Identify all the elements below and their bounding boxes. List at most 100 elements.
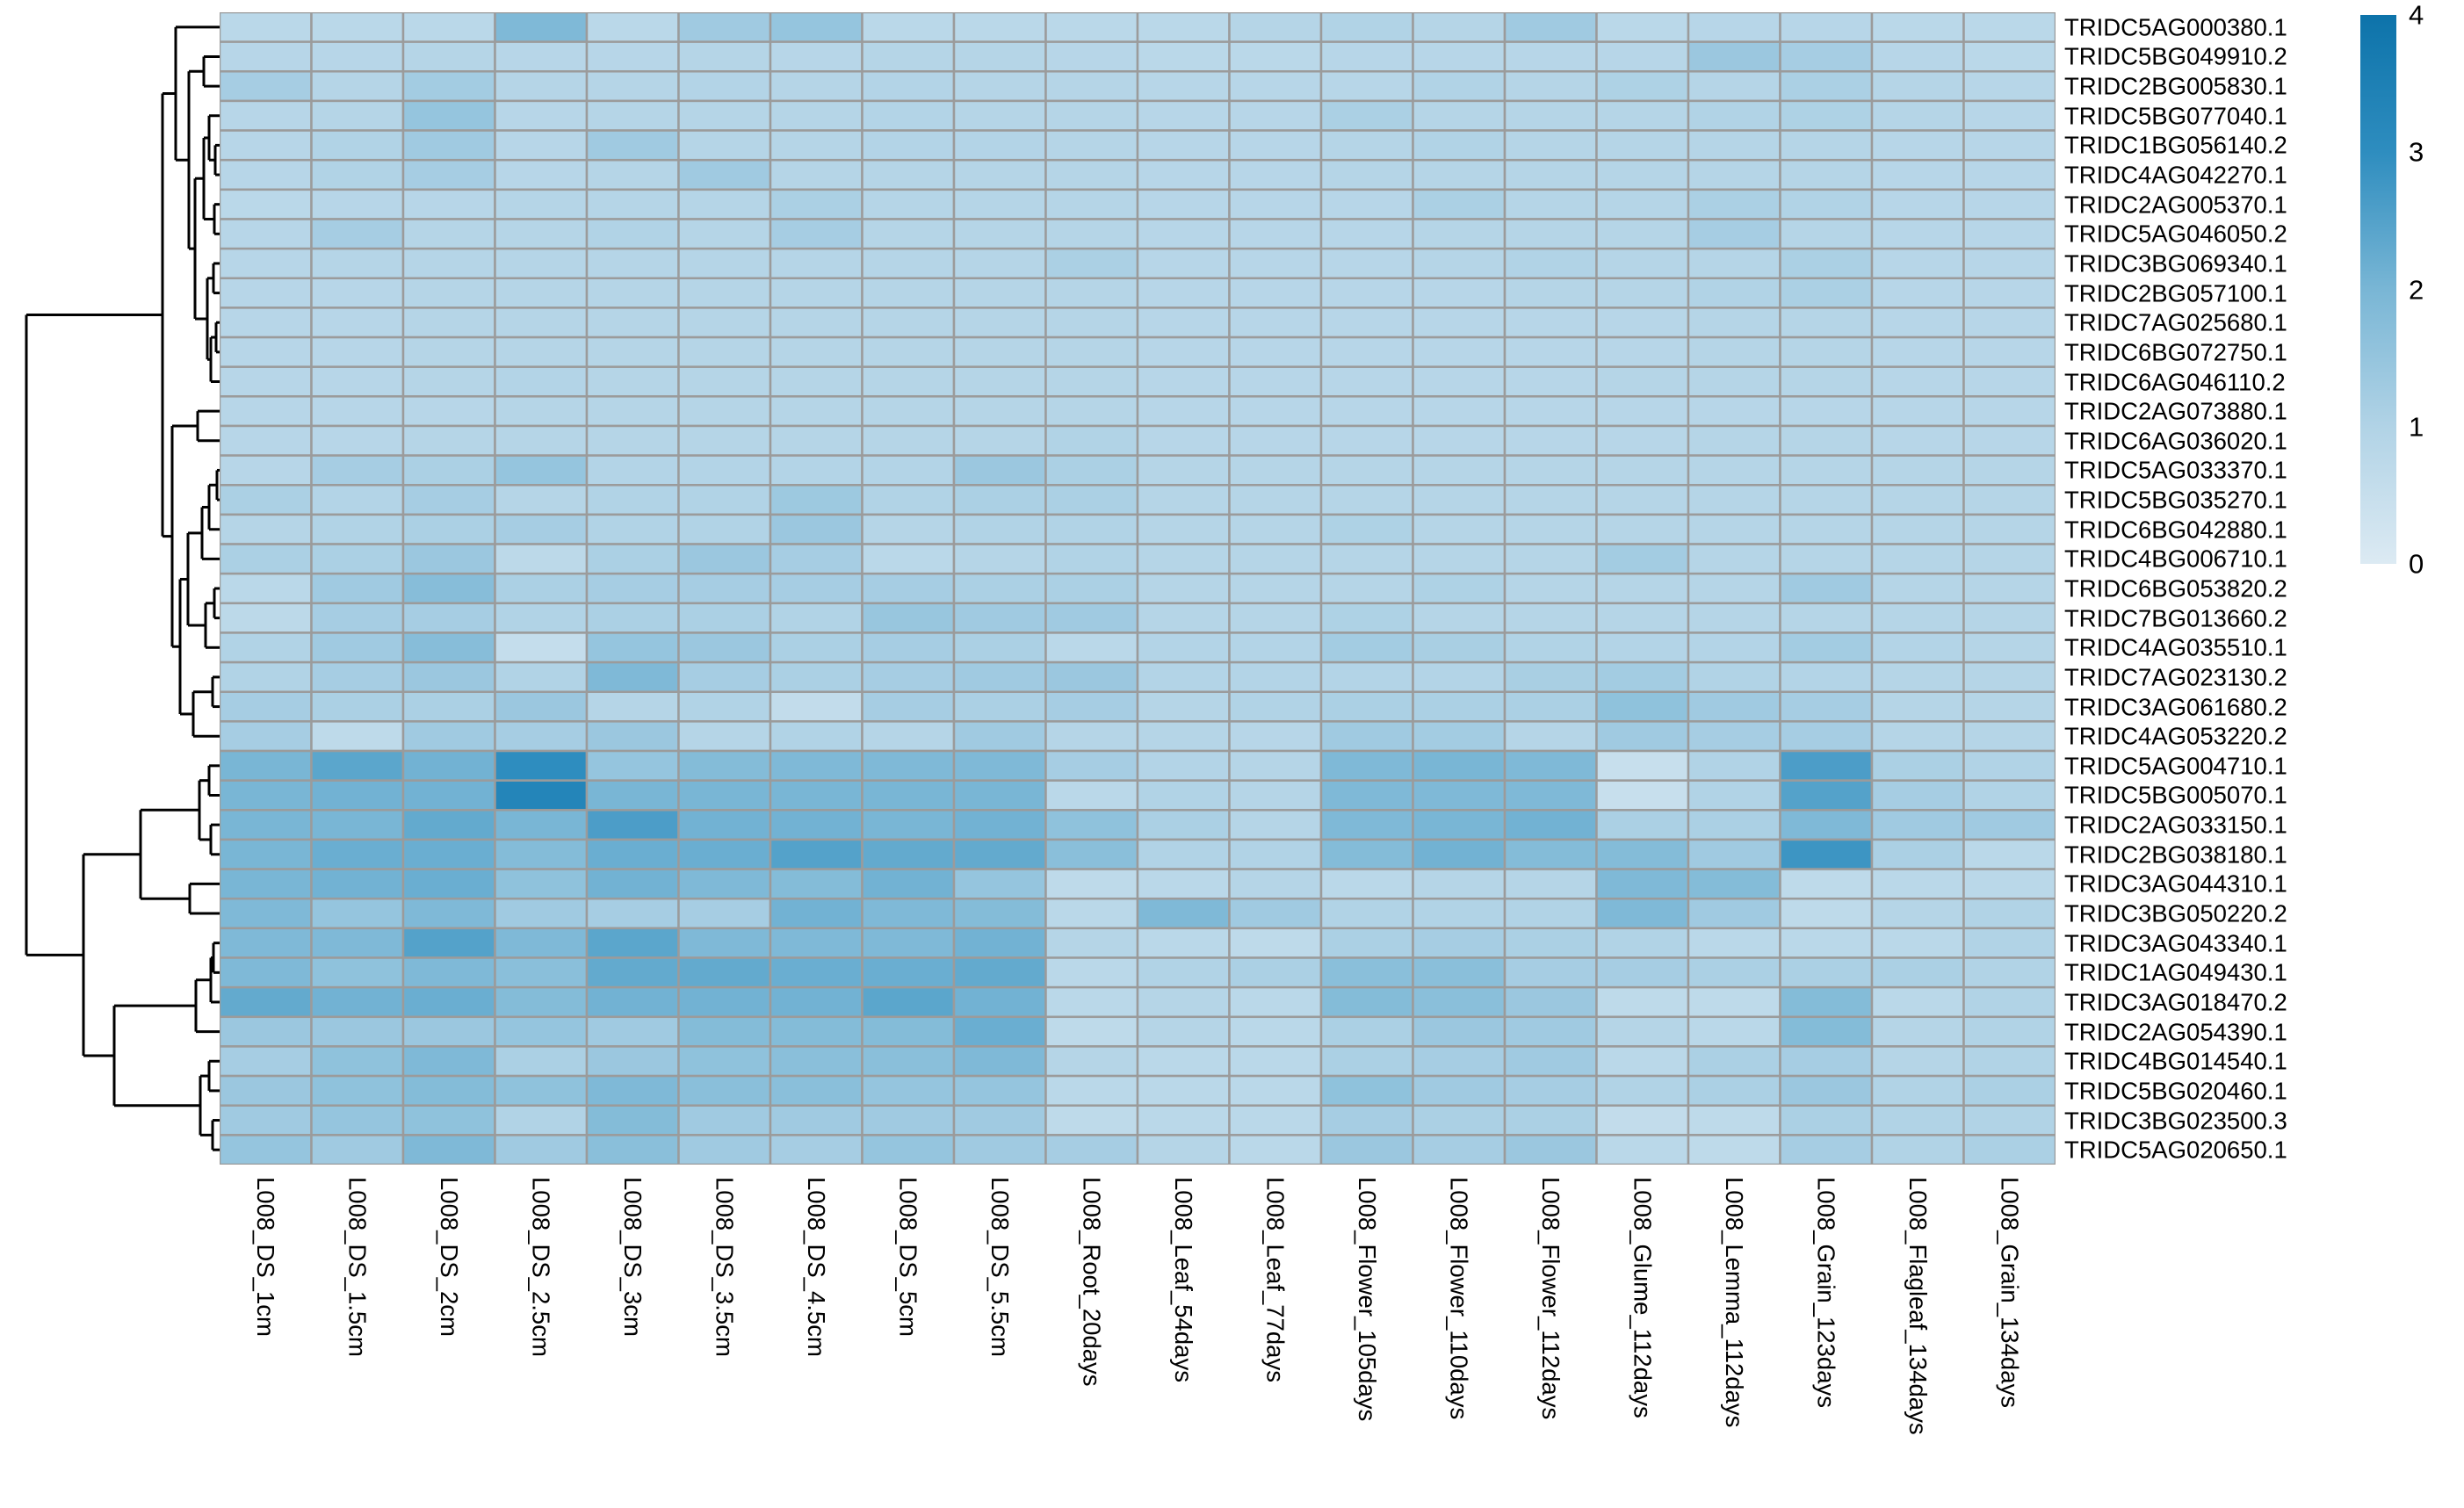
heatmap-cell (952, 218, 1047, 250)
heatmap-cell (769, 158, 863, 191)
heatmap-cell (1503, 543, 1598, 575)
heatmap-cell (1136, 129, 1231, 162)
heatmap-cell (1687, 218, 1781, 250)
heatmap-cell (401, 1104, 496, 1136)
heatmap-cell (1412, 927, 1507, 959)
heatmap-cell (1228, 99, 1323, 132)
heatmap-cell (1228, 660, 1323, 693)
heatmap-cell (1687, 809, 1781, 841)
colorbar-tick-label: 4 (2409, 0, 2424, 31)
row-label-gene-id: TRIDC4BG014540.1 (2064, 1047, 2287, 1075)
column-label-sample: L008_DS_5cm (894, 1177, 922, 1337)
heatmap-cell (1687, 1104, 1781, 1136)
heatmap-cell (585, 484, 680, 516)
heatmap-cell (401, 129, 496, 162)
heatmap-cell (769, 454, 863, 487)
heatmap-cell (310, 809, 405, 841)
heatmap-cell (952, 336, 1047, 368)
heatmap-cell (401, 543, 496, 575)
heatmap-cell (1136, 779, 1231, 812)
heatmap-cell (401, 218, 496, 250)
heatmap-cell (952, 572, 1047, 605)
heatmap-cell (1870, 218, 1965, 250)
row-label-gene-id: TRIDC2AG005370.1 (2064, 190, 2287, 218)
heatmap-cell (1319, 868, 1414, 900)
heatmap-cell (1779, 1045, 1874, 1078)
heatmap-cell (677, 365, 772, 398)
heatmap-cell (677, 277, 772, 309)
heatmap-cell (677, 956, 772, 989)
heatmap-cell (861, 218, 956, 250)
heatmap-cell (1962, 218, 2056, 250)
heatmap-cell (861, 690, 956, 723)
heatmap-cell (401, 12, 496, 43)
heatmap-cell (677, 985, 772, 1019)
heatmap-cell (1228, 543, 1323, 575)
heatmap-cell (769, 70, 863, 103)
heatmap-cell (1136, 838, 1231, 870)
heatmap-cell (1412, 1134, 1507, 1165)
heatmap-cell (769, 985, 863, 1019)
heatmap-cell (585, 838, 680, 870)
heatmap-cell (401, 985, 496, 1019)
heatmap-cell (952, 70, 1047, 103)
heatmap-cell (1136, 247, 1231, 280)
heatmap-cell (952, 631, 1047, 664)
heatmap-cell (401, 424, 496, 457)
heatmap-cell (585, 218, 680, 250)
heatmap-cell (677, 454, 772, 487)
heatmap-cell (1503, 660, 1598, 693)
heatmap-cell (1044, 572, 1139, 605)
heatmap-cell (401, 602, 496, 634)
heatmap-cell (310, 365, 405, 398)
heatmap-cell (1319, 543, 1414, 575)
heatmap-cell (677, 720, 772, 753)
heatmap-cell (1687, 868, 1781, 900)
heatmap-cell (494, 1015, 589, 1048)
row-label-gene-id: TRIDC6AG036020.1 (2064, 427, 2287, 455)
heatmap-cell (1044, 99, 1139, 132)
heatmap-cell (1779, 40, 1874, 73)
heatmap-cell (1503, 484, 1598, 516)
heatmap-cell (1595, 1104, 1690, 1136)
heatmap-cell (1870, 1104, 1965, 1136)
heatmap-cell (1228, 513, 1323, 545)
heatmap-cell (1319, 99, 1414, 132)
heatmap-cell (861, 1045, 956, 1078)
heatmap-cell (494, 99, 589, 132)
heatmap-cell (310, 247, 405, 280)
heatmap-cell (1319, 602, 1414, 634)
heatmap-cell (1962, 513, 2056, 545)
heatmap-cell (1228, 158, 1323, 191)
heatmap-cell (1503, 572, 1598, 605)
heatmap-cell (1870, 454, 1965, 487)
heatmap-cell (1228, 572, 1323, 605)
heatmap-cell (1319, 424, 1414, 457)
heatmap-cell (1687, 277, 1781, 309)
heatmap-cell (310, 70, 405, 103)
heatmap-cell (1412, 572, 1507, 605)
heatmap-cell (1503, 749, 1598, 782)
heatmap-cell (310, 956, 405, 989)
heatmap-cell (1779, 720, 1874, 753)
heatmap-cell (310, 660, 405, 693)
heatmap-cell (861, 395, 956, 428)
heatmap-cell (310, 720, 405, 753)
row-label-gene-id: TRIDC7BG013660.2 (2064, 603, 2287, 631)
row-label-gene-id: TRIDC5AG033370.1 (2064, 456, 2287, 484)
heatmap-cell (494, 809, 589, 841)
heatmap-cell (1870, 572, 1965, 605)
heatmap-cell (1044, 277, 1139, 309)
heatmap-cell (1136, 690, 1231, 723)
heatmap-cell (220, 1104, 313, 1136)
heatmap-cell (769, 513, 863, 545)
heatmap-cell (585, 247, 680, 280)
row-label-gene-id: TRIDC1AG049430.1 (2064, 958, 2287, 986)
heatmap-cell (494, 336, 589, 368)
heatmap-cell (1228, 720, 1323, 753)
column-label-sample: L008_Flower_105days (1354, 1177, 1381, 1422)
heatmap-cell (401, 158, 496, 191)
heatmap-cell (952, 307, 1047, 339)
heatmap-cell (952, 1015, 1047, 1048)
heatmap-cell (1319, 720, 1414, 753)
